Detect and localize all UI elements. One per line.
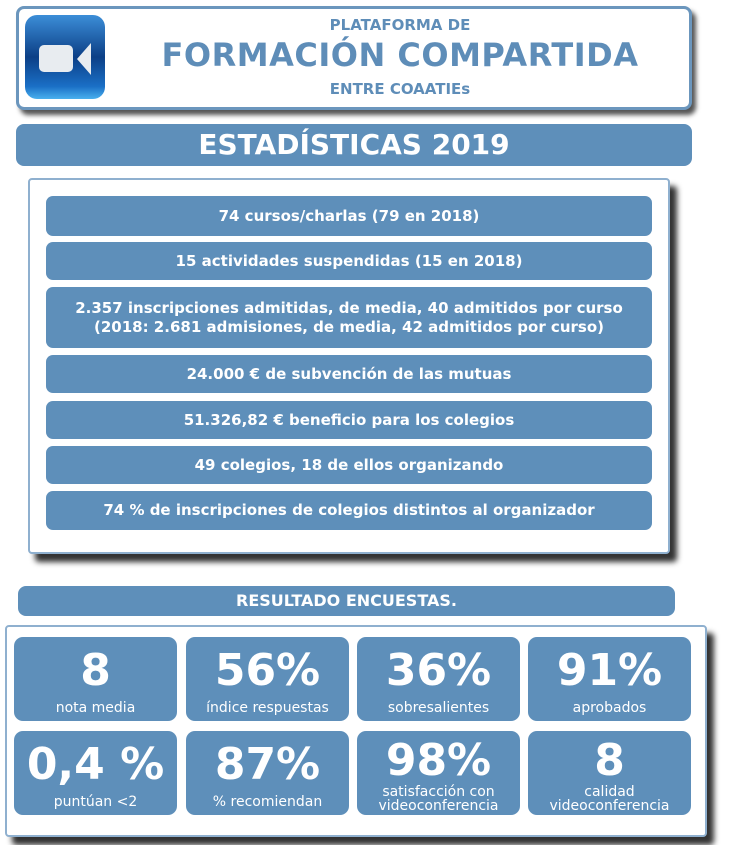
tile-label: calidad videoconferencia [549, 784, 670, 814]
video-camera-icon [25, 15, 105, 99]
tile-label: nota media [55, 700, 136, 716]
stat-text: 24.000 € de subvención de las mutuas [186, 364, 512, 383]
stat-text: 74 cursos/charlas (79 en 2018) [218, 206, 480, 225]
stat-text: 15 actividades suspendidas (15 en 2018) [175, 251, 523, 270]
stat-item: 74 % de inscripciones de colegios distin… [46, 491, 652, 530]
stat-item: 74 cursos/charlas (79 en 2018) [46, 196, 652, 236]
stat-text: 2.357 inscripciones admitidas, de media,… [75, 298, 623, 336]
survey-tile: 98% satisfacción con videoconferencia [357, 731, 520, 815]
stat-text: 49 colegios, 18 de ellos organizando [194, 455, 504, 474]
survey-tile: 36% sobresalientes [357, 637, 520, 721]
header-title: FORMACIÓN COMPARTIDA [161, 36, 639, 74]
tile-label: puntúan <2 [53, 794, 138, 810]
tile-value: 87% [214, 739, 321, 790]
tile-value: 98% [385, 735, 492, 786]
header-line3: ENTRE COAATIEs [329, 80, 471, 98]
tile-value: 91% [556, 645, 663, 696]
stat-item: 15 actividades suspendidas (15 en 2018) [46, 242, 652, 280]
survey-tile: 87% % recomiendan [186, 731, 349, 815]
stat-item: 49 colegios, 18 de ellos organizando [46, 446, 652, 484]
tile-label: aprobados [572, 700, 647, 716]
survey-tile: 91% aprobados [528, 637, 691, 721]
survey-tile: 56% índice respuestas [186, 637, 349, 721]
stat-item: 24.000 € de subvención de las mutuas [46, 355, 652, 393]
stat-text: 51.326,82 € beneficio para los colegios [183, 410, 515, 429]
tile-label: % recomiendan [212, 794, 323, 810]
tile-label: satisfacción con videoconferencia [378, 784, 499, 814]
tile-value: 0,4 % [26, 739, 165, 790]
header-line1: PLATAFORMA DE [329, 16, 471, 34]
camera-body [39, 45, 73, 72]
tile-value: 8 [80, 645, 111, 696]
stat-item: 2.357 inscripciones admitidas, de media,… [46, 287, 652, 348]
survey-tile: 8 nota media [14, 637, 177, 721]
stat-text: 74 % de inscripciones de colegios distin… [103, 501, 595, 519]
survey-tile: 0,4 % puntúan <2 [14, 731, 177, 815]
survey-tile: 8 calidad videoconferencia [528, 731, 691, 815]
tile-label: sobresalientes [387, 700, 490, 716]
tile-value: 8 [594, 735, 625, 786]
header-banner [16, 6, 692, 110]
tile-label: índice respuestas [206, 700, 329, 716]
tile-value: 56% [214, 645, 321, 696]
camera-lens [77, 43, 91, 75]
tile-value: 36% [385, 645, 492, 696]
stats-title: ESTADÍSTICAS 2019 [16, 124, 692, 166]
surveys-title: RESULTADO ENCUESTAS. [18, 586, 675, 616]
stat-item: 51.326,82 € beneficio para los colegios [46, 401, 652, 439]
